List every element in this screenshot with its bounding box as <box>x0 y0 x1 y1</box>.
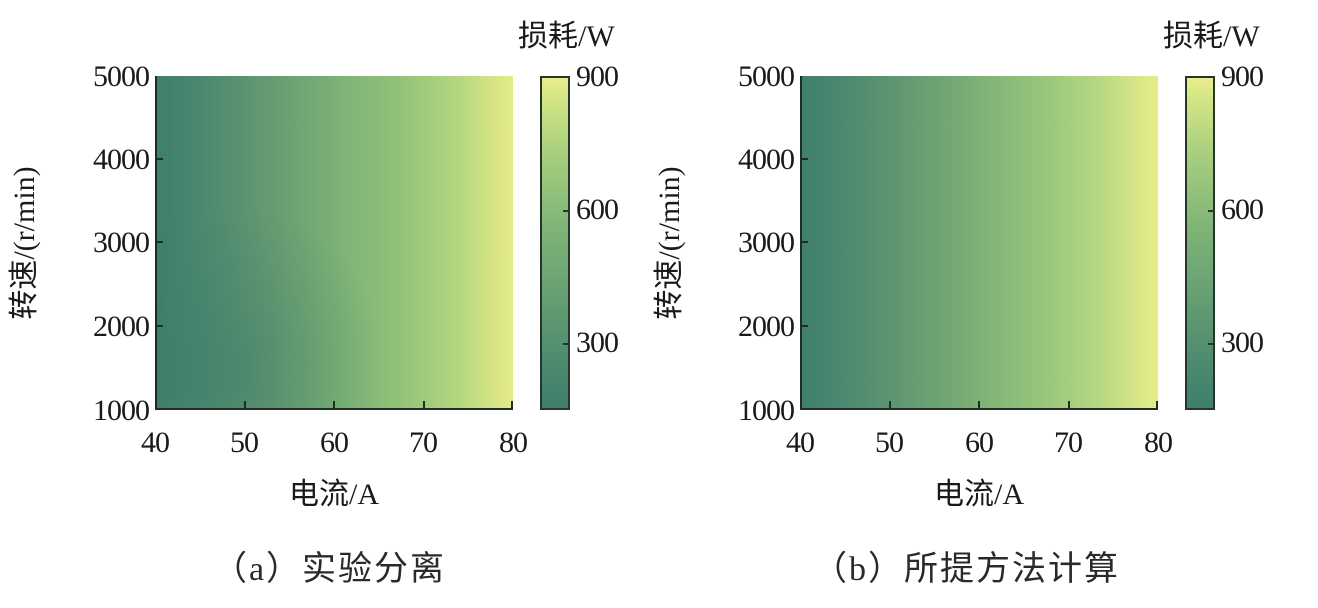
y-tick-label: 4000 <box>738 143 795 176</box>
colorbar-tick-label: 600 <box>1221 193 1264 226</box>
x-tick-label: 50 <box>230 426 259 459</box>
y-tick-label: 2000 <box>738 310 795 343</box>
colorbar-tick-label: 900 <box>1221 60 1264 93</box>
colorbar-tick-label: 600 <box>576 193 619 226</box>
colorbar-tick-mark <box>1208 343 1214 345</box>
colorbar-tick-label: 300 <box>1221 326 1264 359</box>
y-axis-title: 转速/(r/min) <box>653 166 686 320</box>
x-tick-mark <box>1068 401 1070 409</box>
y-tick-label: 4000 <box>93 143 150 176</box>
y-tick-label: 5000 <box>738 60 795 93</box>
colorbar-tick-mark <box>563 343 569 345</box>
y-tick-label: 5000 <box>93 60 150 93</box>
panel-b: 损耗/W 5000 4000 3000 2000 1000 转速/(r/min)… <box>645 0 1304 608</box>
x-tick-mark <box>423 401 425 409</box>
y-tick-label: 3000 <box>738 226 795 259</box>
y-axis-title: 转速/(r/min) <box>8 166 41 320</box>
x-tick-label: 60 <box>965 426 994 459</box>
colorbar-title: 损耗/W <box>1163 20 1260 53</box>
panel-caption: （a）实验分离 <box>212 551 447 588</box>
y-tick-label: 3000 <box>93 226 150 259</box>
y-tick-label: 1000 <box>738 394 795 427</box>
x-tick-label: 40 <box>786 426 815 459</box>
panel-caption: （b）所提方法计算 <box>813 551 1120 588</box>
y-tick-mark <box>800 158 808 160</box>
x-tick-mark <box>978 401 980 409</box>
colorbar-tick-mark <box>563 210 569 212</box>
x-tick-mark <box>1156 401 1158 409</box>
y-tick-label: 2000 <box>93 310 150 343</box>
x-tick-label: 50 <box>875 426 904 459</box>
y-tick-mark <box>155 241 163 243</box>
colorbar-title: 损耗/W <box>518 20 615 53</box>
colorbar <box>540 76 570 410</box>
colorbar-tick-label: 900 <box>576 60 619 93</box>
x-tick-label: 70 <box>409 426 438 459</box>
colorbar-tick-label: 300 <box>576 326 619 359</box>
x-tick-label: 80 <box>1144 426 1173 459</box>
colorbar <box>1185 76 1215 410</box>
x-tick-label: 60 <box>320 426 349 459</box>
colorbar-tick-mark <box>1208 210 1214 212</box>
x-tick-mark <box>511 401 513 409</box>
x-tick-label: 70 <box>1054 426 1083 459</box>
x-axis-title: 电流/A <box>934 478 1024 511</box>
y-tick-mark <box>155 325 163 327</box>
x-tick-label: 40 <box>141 426 170 459</box>
y-tick-mark <box>800 325 808 327</box>
y-tick-label: 1000 <box>93 394 150 427</box>
x-tick-mark <box>889 401 891 409</box>
x-tick-label: 80 <box>499 426 528 459</box>
x-axis-title: 电流/A <box>289 478 379 511</box>
heatmap-plot-area <box>155 76 513 410</box>
y-tick-mark <box>800 241 808 243</box>
heatmap-plot-area <box>800 76 1158 410</box>
panel-a: 损耗/W 5000 4000 3000 2000 1000 转速/(r/min)… <box>8 20 619 588</box>
y-tick-mark <box>155 158 163 160</box>
x-tick-mark <box>333 401 335 409</box>
x-tick-mark <box>244 401 246 409</box>
